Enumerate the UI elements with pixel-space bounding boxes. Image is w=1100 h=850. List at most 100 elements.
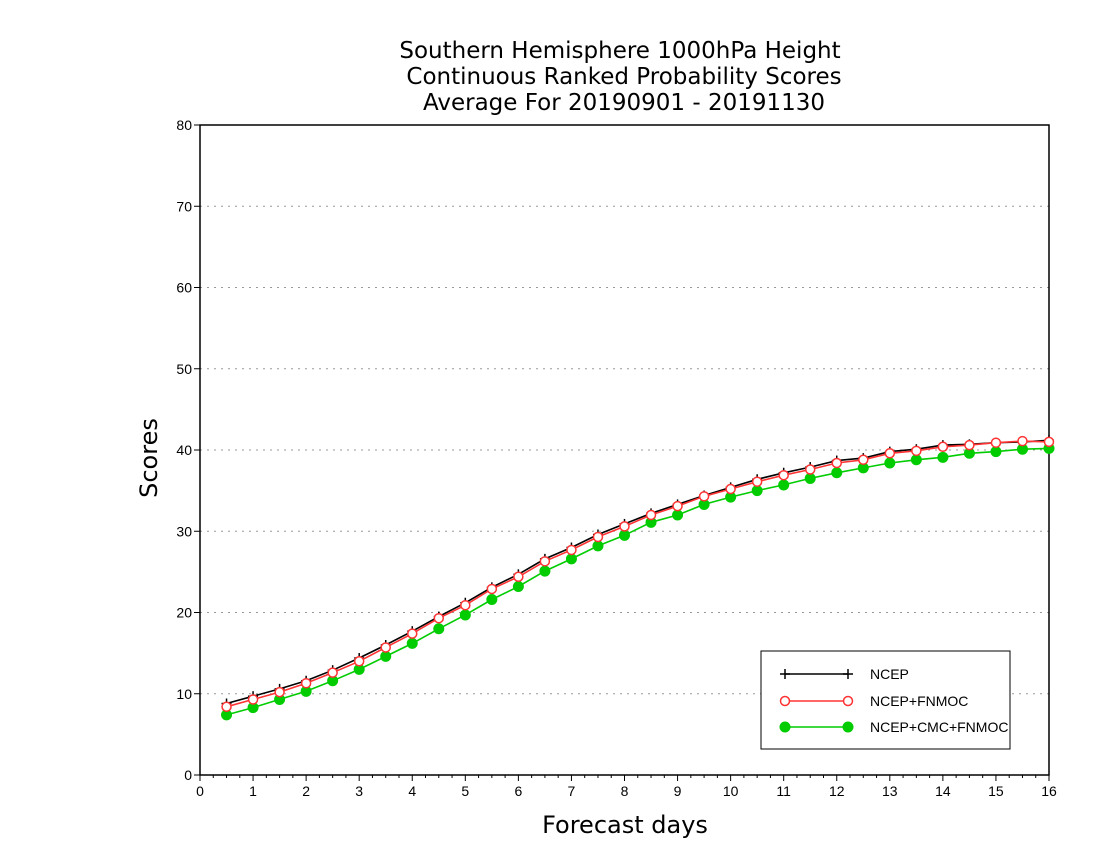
x-tick-label: 13 bbox=[882, 783, 898, 799]
x-tick-label: 15 bbox=[988, 783, 1004, 799]
y-tick-label: 70 bbox=[176, 198, 192, 214]
y-tick-label: 50 bbox=[176, 361, 192, 377]
legend-item: NCEP+CMC+FNMOC bbox=[779, 719, 1008, 735]
legend-marker bbox=[842, 721, 854, 733]
data-point bbox=[539, 565, 551, 577]
x-axis-label: Forecast days bbox=[542, 811, 708, 839]
data-point bbox=[937, 451, 949, 463]
data-point bbox=[539, 556, 551, 567]
data-point bbox=[804, 472, 816, 484]
data-point bbox=[725, 483, 736, 495]
data-point bbox=[884, 457, 896, 469]
data-point bbox=[751, 476, 763, 487]
data-point bbox=[831, 457, 842, 469]
y-tick-label: 20 bbox=[176, 605, 192, 621]
x-tick-label: 7 bbox=[568, 783, 576, 799]
data-point bbox=[778, 469, 789, 481]
legend-label: NCEP+CMC+FNMOC bbox=[870, 719, 1008, 735]
data-point bbox=[221, 701, 232, 712]
series-ncep-cmc-fnmoc bbox=[221, 442, 1055, 721]
data-point bbox=[565, 553, 577, 565]
data-point bbox=[831, 467, 843, 479]
x-tick-label: 1 bbox=[249, 783, 257, 799]
title-line-3: Average For 20190901 - 20191130 bbox=[423, 90, 825, 116]
y-axis-label: Scores bbox=[135, 418, 163, 498]
data-point bbox=[274, 686, 285, 698]
data-point bbox=[698, 491, 710, 502]
data-point bbox=[592, 540, 604, 552]
data-point bbox=[1043, 436, 1055, 448]
legend-item: NCEP+FNMOC bbox=[779, 693, 968, 709]
data-point bbox=[910, 454, 922, 466]
data-point bbox=[990, 446, 1002, 458]
x-tick-label: 5 bbox=[461, 783, 469, 799]
data-point bbox=[327, 667, 338, 678]
data-point bbox=[884, 448, 896, 459]
data-point bbox=[619, 521, 630, 532]
data-point bbox=[804, 464, 816, 475]
legend-label: NCEP bbox=[870, 666, 909, 682]
data-point bbox=[964, 439, 975, 451]
title-line-2: Continuous Ranked Probability Scores bbox=[406, 64, 841, 90]
data-point bbox=[1017, 435, 1028, 447]
y-tick-label: 80 bbox=[176, 117, 192, 133]
data-point bbox=[778, 479, 790, 491]
legend-marker bbox=[780, 669, 790, 679]
x-tick-label: 4 bbox=[408, 783, 416, 799]
data-point bbox=[645, 509, 657, 521]
legend-marker bbox=[842, 695, 854, 707]
data-point bbox=[300, 677, 312, 689]
legend-label: NCEP+FNMOC bbox=[870, 693, 968, 709]
data-point bbox=[751, 485, 763, 497]
x-tick-label: 6 bbox=[514, 783, 522, 799]
data-point bbox=[512, 581, 524, 592]
data-point bbox=[990, 437, 1002, 448]
data-point bbox=[486, 594, 498, 605]
data-point bbox=[911, 445, 922, 457]
legend-marker bbox=[843, 669, 853, 679]
chart-title: Southern Hemisphere 1000hPa Height Conti… bbox=[399, 38, 841, 116]
data-point bbox=[672, 500, 683, 512]
data-point bbox=[460, 599, 471, 611]
data-point bbox=[858, 454, 869, 465]
y-tick-label: 10 bbox=[176, 686, 192, 702]
data-point bbox=[380, 642, 391, 653]
data-point bbox=[937, 441, 949, 452]
x-tick-label: 2 bbox=[302, 783, 310, 799]
legend: NCEP NCEP+FNMOC NCEP+CMC+FNMOC bbox=[760, 650, 1011, 750]
data-point bbox=[353, 656, 365, 667]
y-tick-label: 30 bbox=[176, 523, 192, 539]
data-point bbox=[433, 612, 445, 624]
data-point bbox=[592, 531, 604, 543]
x-tick-label: 11 bbox=[776, 783, 791, 799]
title-line-1: Southern Hemisphere 1000hPa Height bbox=[399, 38, 840, 64]
x-tick-label: 0 bbox=[196, 783, 204, 799]
data-point bbox=[433, 623, 445, 635]
data-point bbox=[247, 694, 259, 705]
data-point bbox=[566, 544, 577, 556]
data-point bbox=[380, 650, 392, 662]
data-point bbox=[619, 529, 630, 541]
series-ncep-fnmoc bbox=[221, 435, 1055, 712]
data-point bbox=[486, 583, 498, 595]
legend-item: NCEP bbox=[780, 666, 909, 682]
data-point bbox=[513, 571, 524, 582]
legend-marker bbox=[779, 695, 791, 707]
x-tick-label: 12 bbox=[829, 783, 845, 799]
legend-box bbox=[760, 650, 1011, 750]
y-tick-label: 40 bbox=[176, 442, 192, 458]
data-point bbox=[406, 637, 418, 649]
x-tick-label: 3 bbox=[355, 783, 363, 799]
y-tick-label: 60 bbox=[176, 280, 192, 296]
x-tick-label: 14 bbox=[935, 783, 951, 799]
series-lines bbox=[221, 435, 1055, 721]
data-point bbox=[459, 609, 471, 621]
data-point bbox=[407, 628, 418, 639]
legend-marker bbox=[779, 721, 791, 733]
x-tick-label: 16 bbox=[1041, 783, 1057, 799]
x-tick-label: 10 bbox=[723, 783, 739, 799]
x-tick-label: 8 bbox=[621, 783, 629, 799]
y-tick-label: 0 bbox=[184, 767, 192, 783]
